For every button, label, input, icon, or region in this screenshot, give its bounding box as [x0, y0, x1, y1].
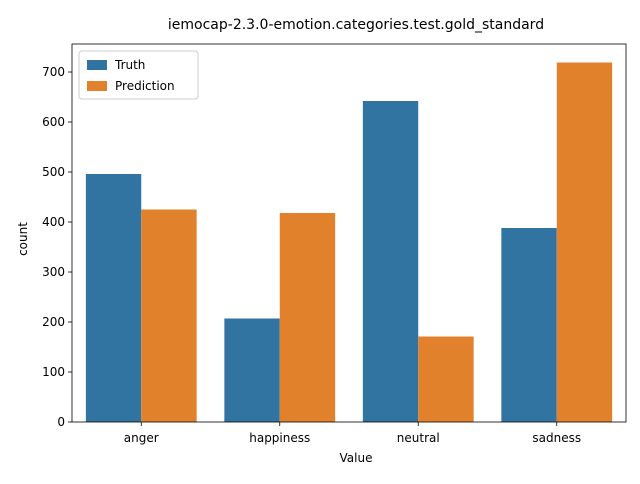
- y-tick-label: 200: [42, 315, 65, 329]
- plot-frame: [71, 43, 627, 423]
- y-axis-label: count: [16, 222, 30, 256]
- legend: Truth Prediction: [78, 50, 199, 100]
- y-tick-label: 500: [42, 165, 65, 179]
- plot-border: [71, 43, 627, 423]
- legend-swatch-prediction: [87, 81, 107, 91]
- y-axis: 0 100 200 300 400 500 600 700: [42, 65, 72, 429]
- x-axis-label: Value: [340, 451, 373, 465]
- legend-swatch-truth: [87, 60, 107, 70]
- y-tick-label: 600: [42, 115, 65, 129]
- bar-truth-happiness: [224, 318, 280, 422]
- bar-truth-neutral: [362, 101, 419, 422]
- bar-truth-anger: [85, 174, 142, 422]
- x-tick-label: sadness: [532, 431, 581, 445]
- bar-prediction-neutral: [418, 336, 474, 422]
- x-tick-label: happiness: [249, 431, 310, 445]
- legend-label-prediction: Prediction: [115, 79, 175, 93]
- legend-label-truth: Truth: [114, 58, 145, 72]
- y-tick-label: 0: [57, 415, 65, 429]
- x-axis: anger happiness neutral sadness: [124, 422, 581, 445]
- bar-prediction-happiness: [279, 213, 336, 422]
- bar-prediction-anger: [141, 209, 197, 422]
- bar-truth-sadness: [501, 228, 557, 422]
- y-tick-label: 100: [42, 365, 65, 379]
- x-tick-label: anger: [124, 431, 159, 445]
- legend-box: [78, 50, 199, 100]
- y-tick-label: 300: [42, 265, 65, 279]
- bars-layer: [85, 62, 613, 422]
- y-tick-label: 400: [42, 215, 65, 229]
- y-tick-label: 700: [42, 65, 65, 79]
- x-tick-label: neutral: [397, 431, 440, 445]
- chart-title: iemocap-2.3.0-emotion.categories.test.go…: [168, 17, 544, 33]
- bar-prediction-sadness: [556, 62, 613, 422]
